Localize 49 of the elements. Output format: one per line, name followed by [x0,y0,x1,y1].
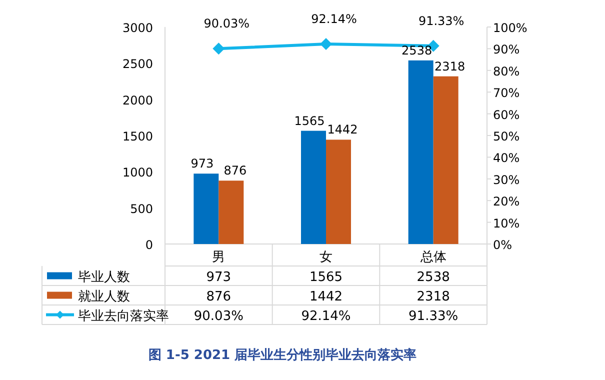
y2-tick-label: 50% [493,130,520,144]
y2-tick-label: 60% [493,108,520,122]
text: 876 [224,164,247,178]
y-tick-label: 500 [130,202,153,216]
data-label: 1442 [309,289,343,304]
y-tick-label: 1500 [122,130,153,144]
y-tick-label: 3000 [122,21,153,35]
y2-tick-label: 30% [493,172,520,187]
bar [218,180,244,244]
text: 1565 [294,114,325,128]
y2-tick-label: 10% [493,216,520,230]
text: 2318 [434,59,466,74]
data-label: 973 [206,270,232,285]
text: 973 [190,156,214,171]
bar [301,130,326,244]
legend-label: 毕业去向落实率 [78,308,169,324]
x-tick-label: 男 [212,250,226,265]
y2-tick-label: 0% [493,238,512,252]
y2-tick-label: 90% [493,42,520,57]
x-tick-label: 总体 [419,250,446,265]
text: 91.33% [418,14,464,28]
y-tick-label: 1000 [122,166,153,180]
bar [326,140,351,244]
y2-tick-label: 100% [493,21,528,35]
y2-tick-label: 20% [493,194,520,209]
bar [408,60,434,244]
text: 92.14% [311,12,357,26]
data-label: 2538 [416,270,450,285]
text: 90.03% [204,16,250,31]
data-label: 2318 [416,289,450,304]
data-label: 876 [206,289,232,304]
bar [194,174,219,244]
data-label: 91.33% [408,308,458,324]
y2-tick-label: 40% [493,151,520,166]
legend-label: 就业人数 [78,289,130,304]
legend-label: 毕业人数 [78,270,130,285]
y-tick-label: 0 [145,238,153,252]
y-tick-label: 2500 [122,57,153,72]
bar [433,76,458,244]
data-label: 1565 [309,270,343,285]
text: 图 1-5 2021 届毕业生分性别毕业去向落实率 [148,347,417,363]
x-tick-label: 女 [320,250,332,265]
y2-tick-label: 70% [493,86,520,100]
text: 1442 [327,122,358,137]
text: 2538 [402,43,432,58]
data-label: 90.03% [194,308,244,324]
y-tick-label: 2000 [122,93,153,108]
data-label: 92.14% [301,308,351,324]
y2-tick-label: 80% [493,64,520,78]
